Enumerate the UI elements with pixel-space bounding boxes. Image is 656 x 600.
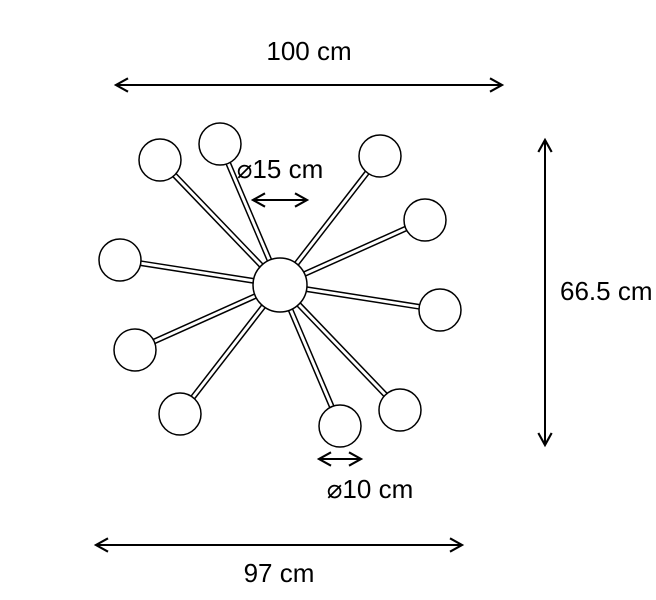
ball-9 [99,239,141,281]
arm-0-a [173,177,260,267]
ball-2 [199,123,241,165]
arm-3-a [304,227,405,272]
ball-1 [379,389,421,431]
ball-7 [114,329,156,371]
technical-drawing: 100 cm 97 cm ⌀15 cm ⌀10 cm 66.5 cm [0,0,656,600]
arm-0-b [300,303,387,393]
arm-2-a [298,174,369,265]
ball-8 [419,289,461,331]
arm-3-b [155,298,256,343]
ball-6 [404,199,446,241]
arm-4-a [306,291,419,309]
arm-1-b [289,311,330,408]
ball-5 [159,393,201,435]
ball-3 [319,405,361,447]
ball-4 [359,135,401,177]
center-hub [253,258,307,312]
arm-4-b [141,261,254,279]
center_dia-label: ⌀15 cm [237,154,323,184]
arm-4-b [140,265,253,283]
arm-3-a [306,231,407,276]
arm-4-a [307,287,420,305]
ball_dia-label: ⌀10 cm [327,474,413,504]
right-label: 66.5 cm [560,276,653,306]
bottom-label: 97 cm [244,558,315,588]
dimensions-group: 100 cm 97 cm ⌀15 cm ⌀10 cm 66.5 cm [96,36,653,588]
ball-0 [139,139,181,181]
hub-circle [253,258,307,312]
arm-2-b [191,305,262,396]
top-label: 100 cm [266,36,351,66]
arm-3-b [153,294,254,339]
